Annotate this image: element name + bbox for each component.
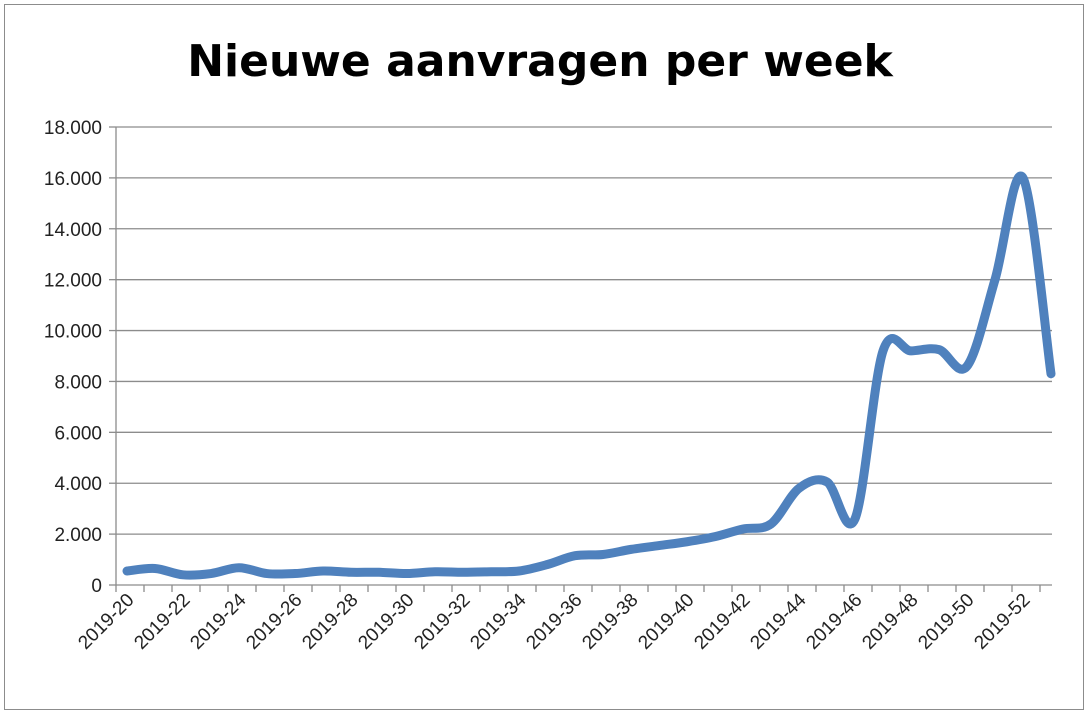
x-tick-label: 2019-46 <box>802 590 866 654</box>
x-axis: 2019-202019-222019-242019-262019-282019-… <box>74 585 1041 654</box>
gridlines <box>115 126 1052 586</box>
y-tick-label: 2.000 <box>54 525 102 546</box>
x-tick-label: 2019-22 <box>130 590 194 654</box>
x-tick-label: 2019-52 <box>970 590 1034 654</box>
y-tick-label: 16.000 <box>44 169 102 190</box>
x-tick-label: 2019-28 <box>298 590 362 654</box>
y-axis-ticks: 0 2.000 4.000 6.000 8.000 10.000 12.000 14.000 1… <box>44 118 116 597</box>
y-tick-label: 10.000 <box>44 322 102 343</box>
x-tick-label: 2019-40 <box>634 590 698 654</box>
y-tick-label: 0 <box>91 576 102 597</box>
y-tick-label: 4.000 <box>54 474 102 495</box>
y-tick-label: 6.000 <box>54 423 102 444</box>
x-tick-label: 2019-20 <box>74 590 138 654</box>
series-line <box>122 171 1056 580</box>
x-tick-label: 2019-50 <box>914 590 978 654</box>
x-tick-label: 2019-48 <box>858 590 922 654</box>
chart-title: Nieuwe aanvragen per week <box>187 36 894 87</box>
x-tick-label: 2019-24 <box>186 589 250 653</box>
x-tick-label: 2019-38 <box>578 590 642 654</box>
x-tick-label: 2019-36 <box>522 590 586 654</box>
chart-frame <box>4 4 1084 710</box>
x-tick-label: 2019-32 <box>410 590 474 654</box>
x-tick-label: 2019-26 <box>242 590 306 654</box>
y-tick-label: 14.000 <box>44 220 102 241</box>
y-tick-label: 12.000 <box>44 271 102 292</box>
y-tick-label: 8.000 <box>54 372 102 393</box>
x-tick-label: 2019-44 <box>746 589 810 653</box>
series-line-group <box>122 171 1056 580</box>
y-tick-label: 18.000 <box>44 118 102 139</box>
x-tick-label: 2019-34 <box>466 589 530 653</box>
x-tick-label: 2019-30 <box>354 590 418 654</box>
x-tick-label: 2019-42 <box>690 590 754 654</box>
